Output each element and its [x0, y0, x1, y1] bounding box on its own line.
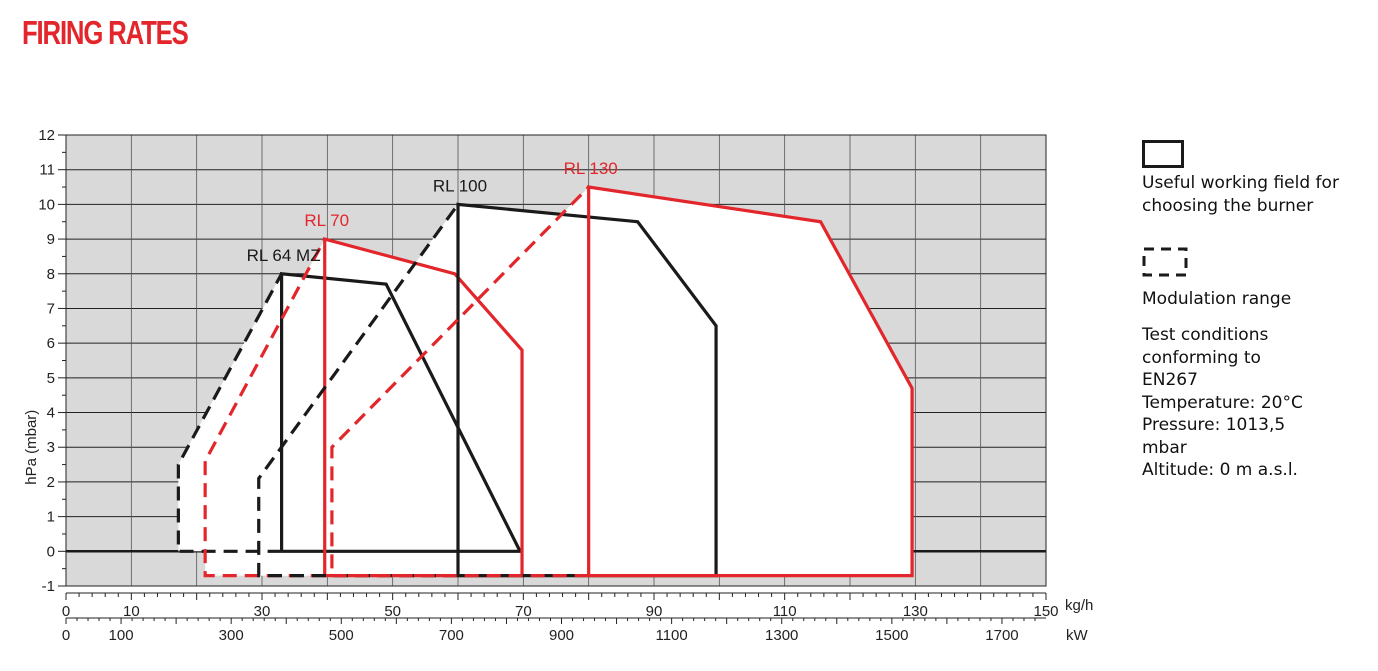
y-tick-label: 8	[47, 266, 55, 283]
y-tick-label: 9	[47, 231, 55, 248]
x-tick-label-kw: 300	[219, 627, 244, 644]
x-tick-label-kgh: 90	[646, 603, 663, 620]
modulation-outline	[203, 238, 327, 578]
condition-line: Altitude: 0 m a.s.l.	[1142, 460, 1298, 480]
condition-line: EN267	[1142, 370, 1198, 390]
x-tick-label-kgh: 10	[123, 603, 140, 620]
y-tick-label: 7	[47, 300, 55, 317]
y-tick-label: 1	[47, 509, 55, 526]
x-unit-kw: kW	[1066, 627, 1089, 644]
x-tick-label-kw: 500	[329, 627, 354, 644]
x-tick-label-kgh: 0	[62, 603, 70, 620]
x-tick-label-kgh: 130	[903, 603, 928, 620]
x-tick-label-kw: 1100	[655, 627, 687, 644]
x-tick-label-kgh: 50	[384, 603, 401, 620]
x-tick-label-kw: 700	[439, 627, 464, 644]
modulation-fill	[331, 187, 589, 576]
condition-line: Temperature: 20°C	[1142, 392, 1303, 413]
y-tick-label: 10	[38, 196, 55, 213]
working-field-outline	[587, 185, 914, 578]
series-label: RL 64 MZ	[247, 246, 321, 265]
labels-layer: RL 64 MZ RL 70 RL 100 RL 130	[247, 159, 618, 265]
condition-line: Pressure: 1013,5	[1142, 415, 1286, 435]
legend: Useful working field for choosing the bu…	[1142, 140, 1372, 482]
legend-working-field-label: Useful working field for choosing the bu…	[1142, 173, 1339, 216]
x-tick-label-kw: 1500	[875, 627, 908, 644]
y-tick-label: -1	[42, 578, 55, 595]
series-layer	[176, 185, 914, 578]
x-tick-label-kgh: 150	[1033, 603, 1058, 620]
legend-modulation-label: Modulation range	[1142, 288, 1292, 309]
plot-frame	[65, 134, 1047, 587]
x-tick-label-kw: 1700	[985, 627, 1018, 644]
y-axis-label: hPa (mbar)	[23, 410, 40, 485]
y-tick-label: 12	[38, 127, 55, 144]
modulation-outline	[330, 185, 590, 578]
series-label: RL 100	[433, 176, 487, 195]
x-tick-label-kw: 0	[62, 627, 70, 644]
series-label: RL 130	[564, 159, 618, 178]
x-tick-label-kgh: 70	[515, 603, 532, 620]
legend-working-field-swatch	[1142, 140, 1184, 168]
y-tick-label: 11	[39, 162, 55, 179]
y-tick-label: 2	[47, 474, 55, 491]
condition-line: mbar	[1142, 437, 1187, 458]
x-unit-kgh: kg/h	[1065, 597, 1093, 614]
legend-modulation-swatch	[1142, 247, 1188, 277]
condition-line: Test conditions	[1142, 325, 1269, 345]
working-field-outline	[280, 272, 523, 553]
y-tick-label: 3	[47, 439, 55, 456]
page-title: FIRING RATES	[22, 14, 189, 51]
working-field-fill	[588, 187, 913, 576]
x-tick-label-kgh: 110	[773, 603, 797, 620]
x-tick-label-kw: 100	[109, 627, 134, 644]
x-tick-label-kw: 900	[549, 627, 574, 644]
x-tick-label-kw: 1300	[765, 627, 798, 644]
test-conditions: Test conditions conforming to EN267 Temp…	[1142, 324, 1372, 482]
condition-line: conforming to	[1142, 347, 1261, 368]
y-tick-label: 6	[47, 335, 55, 352]
y-tick-label: 4	[47, 405, 55, 422]
y-tick-label: 0	[47, 543, 55, 560]
x-tick-label-kgh: 30	[254, 603, 271, 620]
series-label: RL 70	[304, 211, 349, 230]
modulation-outline	[176, 273, 284, 553]
y-tick-label: 5	[47, 370, 55, 387]
